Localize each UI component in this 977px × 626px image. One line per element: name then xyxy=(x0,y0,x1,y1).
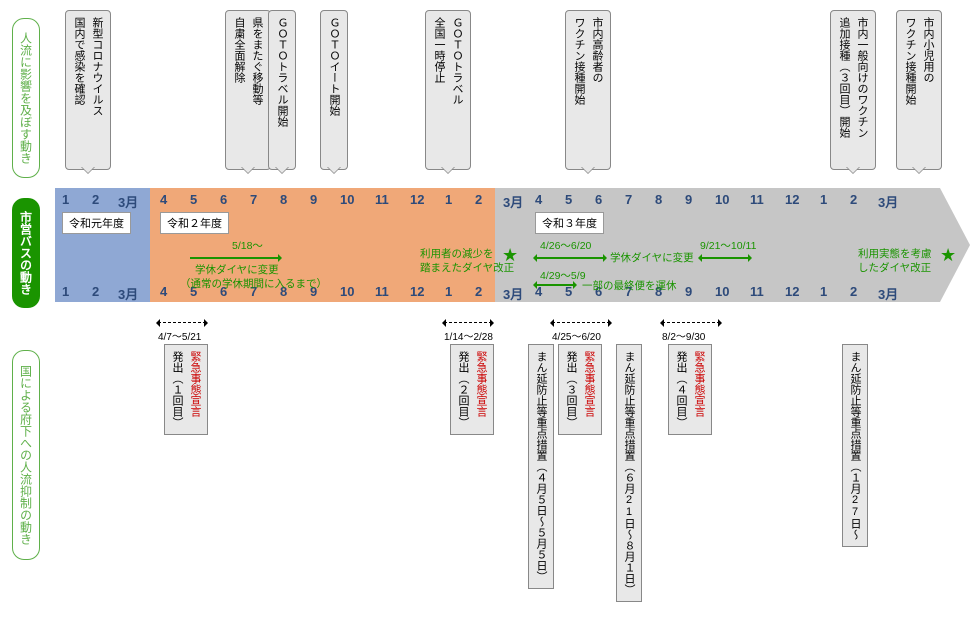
event-box: 緊急事態宣言発出︵４回目︶ xyxy=(668,344,712,435)
callout: 市内一般向けのワクチン追加接種︵３回目︶開始 xyxy=(830,10,876,170)
callout: 市内小児用のワクチン接種開始 xyxy=(896,10,942,170)
event-box: まん延防止等重点措置︵６月21日～８月１日︶ xyxy=(616,344,642,602)
callout: 新型コロナウイルス国内で感染を確認 xyxy=(65,10,111,170)
event-box: 緊急事態宣言発出︵１回目︶ xyxy=(164,344,208,435)
event-box: 緊急事態宣言発出︵３回目︶ xyxy=(558,344,602,435)
callout: 市内高齢者のワクチン接種開始 xyxy=(565,10,611,170)
label-jinryu-bot: 国による府下への人流抑制の動き xyxy=(12,350,40,560)
event-box: まん延防止等重点措置︵４月５日～５月５日︶ xyxy=(528,344,554,589)
event-box: まん延防止等重点措置︵１月27日～ xyxy=(842,344,868,547)
callout: ＧＯＴＯイート開始 xyxy=(320,10,348,170)
event-box: 緊急事態宣言発出︵２回目︶ xyxy=(450,344,494,435)
timeline: 123月456789101112123月456789101112123月123月… xyxy=(0,188,977,302)
callout: ＧＯＴＯトラベル全国一時停止 xyxy=(425,10,471,170)
label-jinryu-top: 人流に影響を及ぼす動き xyxy=(12,18,40,178)
callout: 県をまたぐ移動等自粛全面解除 xyxy=(225,10,271,170)
callout: ＧＯＴＯトラベル開始 xyxy=(268,10,296,170)
